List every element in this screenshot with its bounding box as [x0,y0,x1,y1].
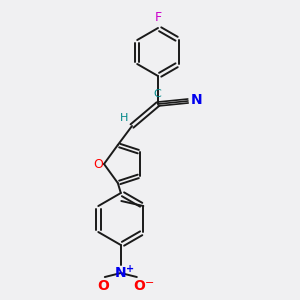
Text: O: O [93,158,103,170]
Text: −: − [145,278,154,288]
Text: F: F [154,11,162,24]
Text: N: N [115,266,127,280]
Text: C: C [153,89,161,99]
Text: O: O [133,279,145,293]
Text: +: + [126,264,134,274]
Text: N: N [191,93,202,107]
Text: H: H [120,113,128,123]
Text: O: O [97,279,109,293]
